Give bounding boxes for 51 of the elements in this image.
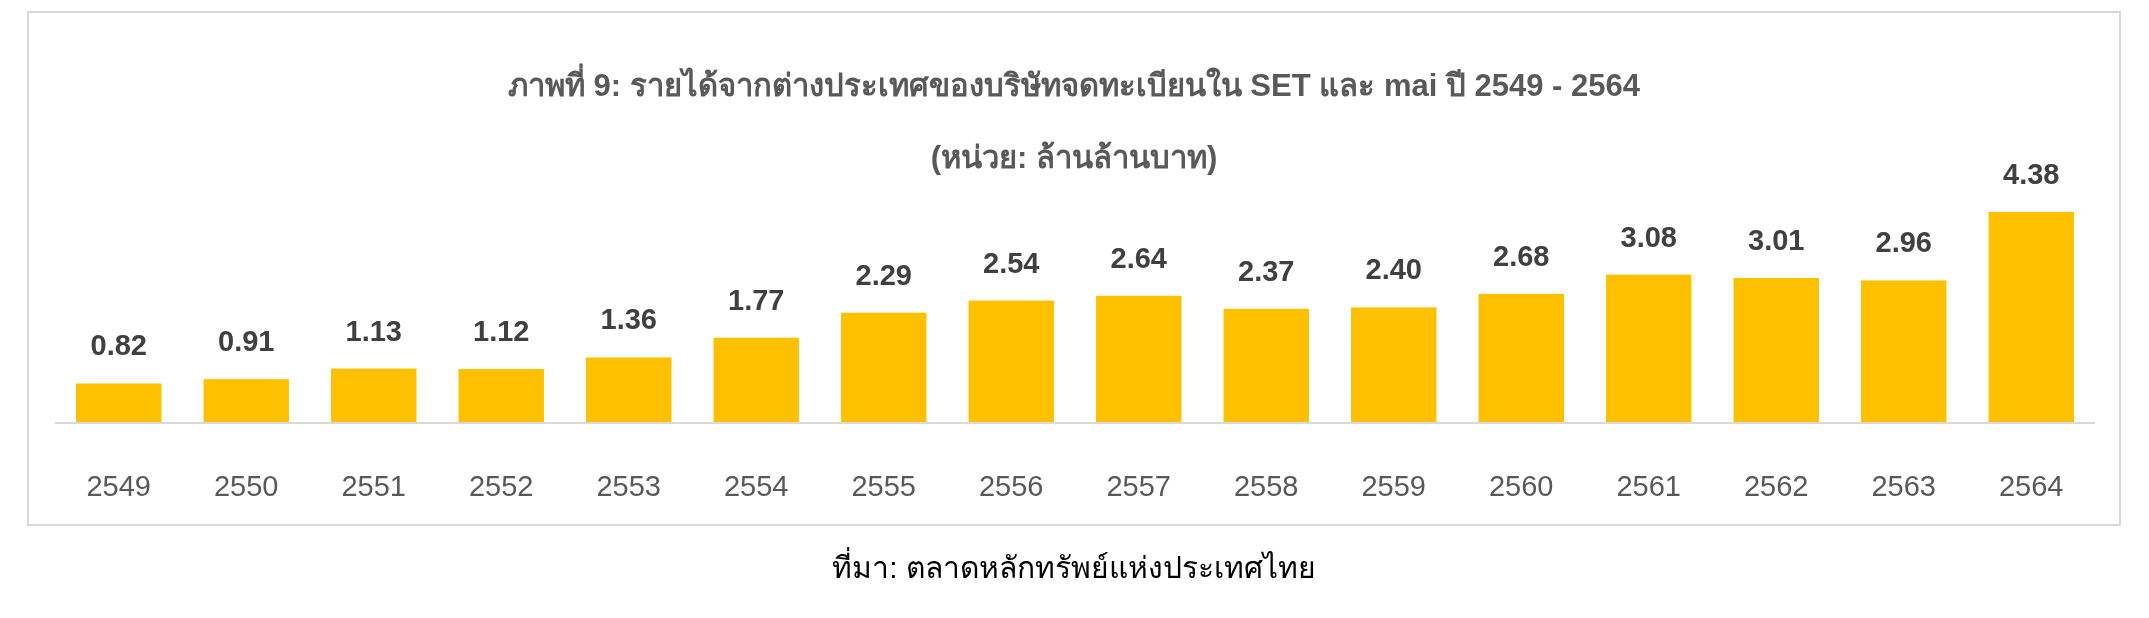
bar (841, 312, 927, 423)
bar (1988, 212, 2074, 423)
x-tick-label: 2549 (86, 470, 152, 502)
bar (586, 357, 672, 423)
x-tick-label: 2560 (1488, 470, 1554, 502)
bar (1223, 308, 1309, 423)
x-tick-label: 2554 (723, 470, 789, 502)
data-label: 1.77 (728, 283, 785, 316)
x-tick-label: 2556 (978, 470, 1044, 502)
x-tick-label: 2559 (1361, 470, 1427, 502)
bar (1096, 295, 1182, 423)
bar (76, 383, 162, 423)
data-label: 2.29 (855, 258, 912, 291)
data-label: 0.82 (90, 329, 147, 362)
bar (1478, 293, 1564, 423)
data-label: 1.13 (345, 314, 402, 347)
x-tick-label: 2564 (1998, 470, 2064, 502)
x-tick-label: 2563 (1871, 470, 1937, 502)
x-tick-label: 2562 (1743, 470, 1809, 502)
x-tick-label: 2551 (341, 470, 407, 502)
bar (713, 337, 799, 423)
data-label: 2.64 (1110, 241, 1167, 274)
data-label: 4.38 (2003, 158, 2060, 190)
bar (331, 368, 417, 423)
chart-subtitle: (หน่วย: ล้านล้านบาท) (930, 140, 1218, 175)
data-label: 3.01 (1748, 224, 1805, 256)
x-tick-label: 2550 (213, 470, 279, 502)
x-tick-label: 2555 (851, 470, 917, 502)
data-label: 3.08 (1620, 220, 1677, 253)
bar (1606, 274, 1692, 423)
text: ที่มา: ตลาดหลักทรัพย์แห่งประเทศไทย (832, 547, 1316, 584)
bar (1733, 278, 1819, 423)
bar (968, 300, 1054, 423)
bar (1351, 307, 1437, 423)
chart-title: ภาพที่ 9: รายได้จากต่างประเทศของบริษัทจดทะเบียนใน SET และ mai ปี 2549 - 2564 (507, 63, 1641, 103)
bar (203, 379, 289, 423)
data-label: 2.37 (1238, 254, 1295, 287)
bar (1861, 280, 1947, 423)
data-label: 2.96 (1875, 226, 1932, 259)
bar (458, 369, 544, 423)
data-label: 2.68 (1493, 239, 1550, 272)
data-label: 1.12 (473, 315, 530, 348)
x-tick-label: 2558 (1233, 470, 1299, 502)
data-label: 2.54 (983, 246, 1040, 279)
data-label: 0.91 (218, 325, 275, 358)
data-label: 2.40 (1365, 253, 1422, 286)
x-tick-label: 2561 (1616, 470, 1682, 502)
data-label: 1.36 (600, 303, 657, 336)
x-tick-label: 2552 (468, 470, 534, 502)
x-tick-label: 2557 (1106, 470, 1172, 502)
x-tick-label: 2553 (596, 470, 662, 502)
